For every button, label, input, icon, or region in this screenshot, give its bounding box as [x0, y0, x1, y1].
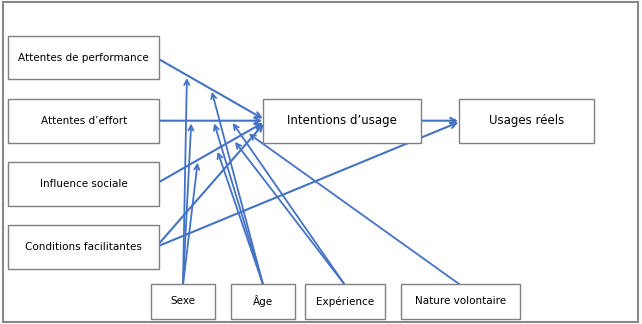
FancyBboxPatch shape — [8, 99, 159, 143]
FancyBboxPatch shape — [231, 284, 295, 319]
Text: Expérience: Expérience — [316, 296, 374, 307]
FancyBboxPatch shape — [305, 284, 385, 319]
Text: Attentes d’effort: Attentes d’effort — [40, 116, 127, 126]
Text: Influence sociale: Influence sociale — [40, 179, 128, 189]
FancyBboxPatch shape — [401, 284, 520, 319]
FancyBboxPatch shape — [8, 162, 159, 206]
FancyBboxPatch shape — [151, 284, 215, 319]
Text: Attentes de performance: Attentes de performance — [19, 52, 149, 63]
Text: Intentions d’usage: Intentions d’usage — [287, 114, 397, 127]
Text: Conditions facilitantes: Conditions facilitantes — [25, 242, 143, 252]
Text: Âge: Âge — [253, 295, 273, 307]
FancyBboxPatch shape — [459, 99, 594, 143]
Text: Usages réels: Usages réels — [489, 114, 564, 127]
FancyBboxPatch shape — [263, 99, 421, 143]
Text: Nature volontaire: Nature volontaire — [415, 296, 506, 306]
FancyBboxPatch shape — [8, 36, 159, 79]
Text: Sexe: Sexe — [171, 296, 195, 306]
FancyBboxPatch shape — [8, 225, 159, 269]
